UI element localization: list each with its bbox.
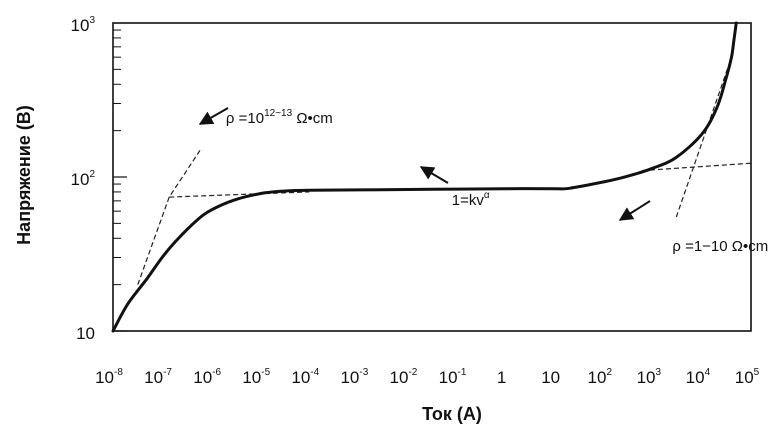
x-tick-label: 10-5 xyxy=(242,367,270,387)
x-axis-label: Ток (А) xyxy=(422,404,482,424)
minor-ticks xyxy=(113,29,127,332)
annotation-3: ρ =1−10 Ω•cm xyxy=(672,238,768,255)
arrow-2 xyxy=(419,166,449,184)
x-tick-label: 10-3 xyxy=(340,367,368,387)
y-tick-label: 102 xyxy=(71,169,96,189)
dashed-line-4 xyxy=(675,57,733,218)
x-tick-label: 10-2 xyxy=(390,367,418,387)
x-tick-label: 10-4 xyxy=(291,367,319,387)
y-tick-label: 103 xyxy=(71,15,96,35)
dashed-line-1 xyxy=(137,149,201,285)
dashed-line-3 xyxy=(641,162,752,172)
y-tick-label: 10 xyxy=(76,324,95,343)
plot-frame xyxy=(112,22,752,332)
series-group xyxy=(111,21,738,333)
x-tick-label: 10-1 xyxy=(439,367,467,387)
x-tick-label: 10 xyxy=(541,368,560,387)
annotations-group: ρ =1012~13 Ω•cm 1=kvα ρ =1−10 Ω•cm xyxy=(226,108,768,255)
arrows-group xyxy=(198,107,651,221)
y-axis-label: Напряжение (В) xyxy=(14,105,34,245)
x-tick-label: 10-8 xyxy=(95,367,123,387)
arrow-3 xyxy=(618,200,651,221)
x-tick-label: 10-6 xyxy=(193,367,221,387)
plot-border xyxy=(112,22,752,332)
x-tick-label: 1 xyxy=(497,368,506,387)
x-tick-label: 105 xyxy=(735,367,760,387)
dashed-lines xyxy=(137,57,752,285)
x-tick-label: 10-7 xyxy=(144,367,172,387)
x-tick-label: 104 xyxy=(686,367,711,387)
x-tick-label: 103 xyxy=(637,367,662,387)
annotation-1: ρ =1012~13 Ω•cm xyxy=(226,108,333,127)
x-tick-labels: 10-8 10-7 10-6 10-5 10-4 10-3 10-2 10-1 1 10 102 10… xyxy=(95,367,760,387)
x-tick-label: 102 xyxy=(588,367,613,387)
annotation-2: 1=kvα xyxy=(452,190,490,209)
arrow-1 xyxy=(198,107,229,125)
series-curve xyxy=(111,21,738,333)
dashed-line-2 xyxy=(169,191,310,198)
y-tick-labels: 10 102 103 xyxy=(71,15,96,343)
